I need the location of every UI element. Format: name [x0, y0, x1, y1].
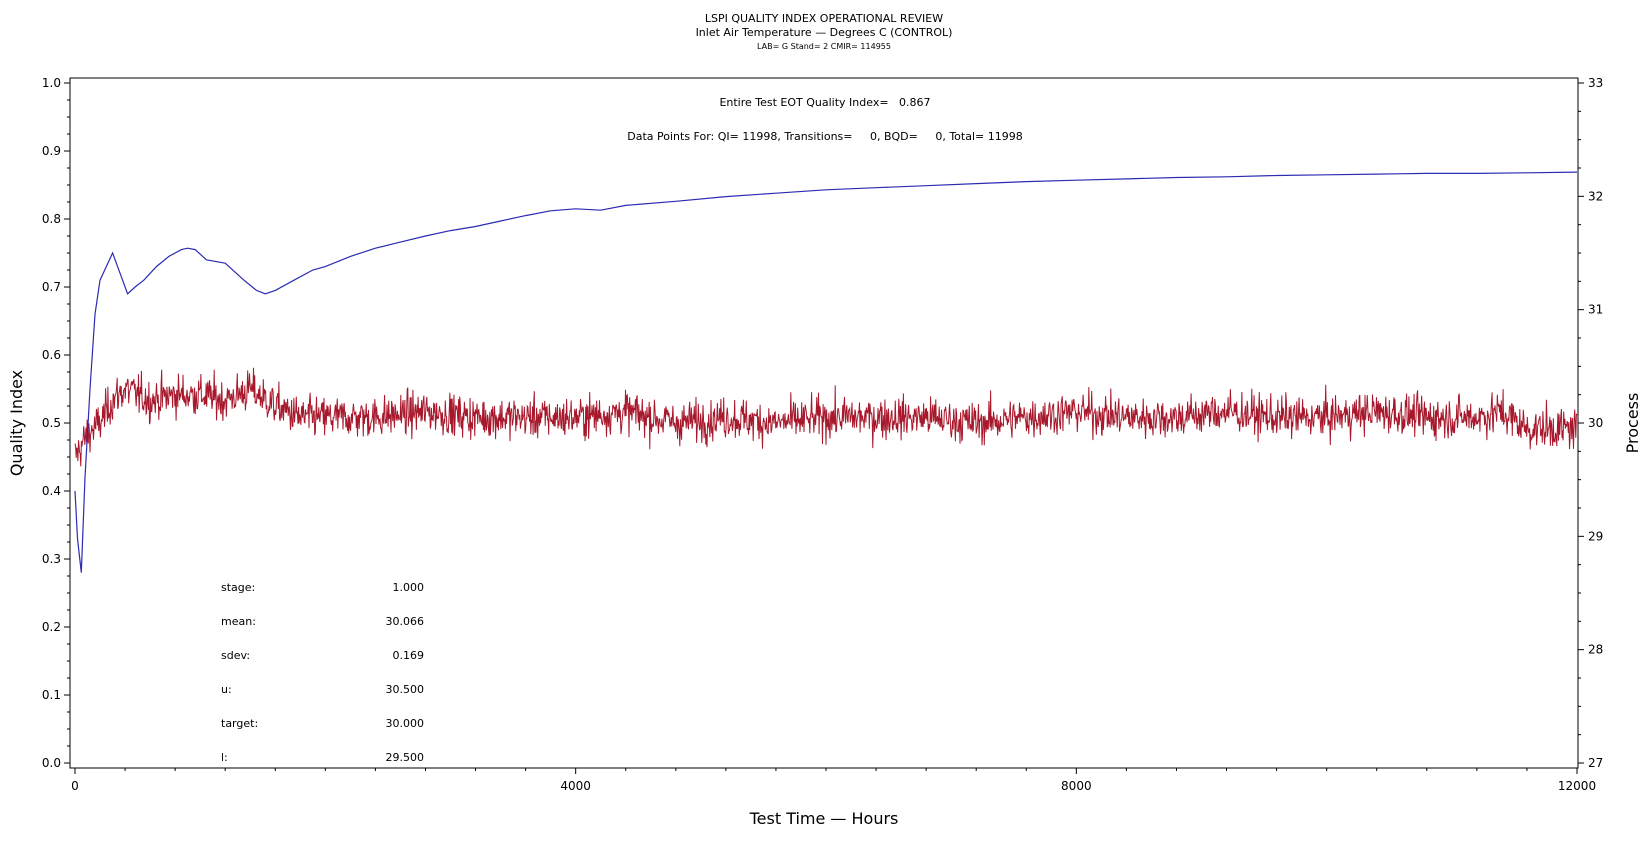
stat-label: stage: — [221, 581, 255, 594]
y-tick-label: 0.5 — [42, 416, 61, 430]
y-tick-label: 0.0 — [42, 756, 61, 770]
y2-tick-label: 28 — [1588, 643, 1603, 657]
y2-tick-label: 27 — [1588, 756, 1603, 770]
y2-tick-label: 30 — [1588, 416, 1603, 430]
quality-index-series-line — [74, 171, 1578, 573]
chart-subtitle: Inlet Air Temperature — Degrees C (CONTR… — [696, 26, 953, 39]
y2-tick-label: 33 — [1588, 76, 1603, 90]
stat-label: sdev: — [221, 649, 250, 662]
y-tick-label: 0.8 — [42, 212, 61, 226]
stat-label: mean: — [221, 615, 256, 628]
axes-layer: 0.0 0.1 0.2 0.3 0.4 0.5 0.6 0.7 0.8 0.9 1.0 27 28 29 3… — [42, 76, 1603, 793]
stat-value: 30.500 — [386, 683, 425, 696]
series-layer — [74, 171, 1578, 573]
y-tick-label: 1.0 — [42, 76, 61, 90]
x-tick-label: 12000 — [1558, 779, 1596, 793]
y2-tick-label: 31 — [1588, 303, 1603, 317]
stat-value: 30.000 — [386, 717, 425, 730]
annotation-eot-quality-index: Entire Test EOT Quality Index= 0.867 — [719, 96, 930, 109]
y-tick-label: 0.6 — [42, 348, 61, 362]
y-tick-label: 0.2 — [42, 620, 61, 634]
y-tick-label: 0.4 — [42, 484, 61, 498]
stat-value: 30.066 — [386, 615, 425, 628]
stat-label: l: — [221, 751, 228, 764]
stat-value: 29.500 — [386, 751, 425, 764]
stat-value: 1.000 — [393, 581, 425, 594]
stat-label: target: — [221, 717, 258, 730]
y-tick-label: 0.3 — [42, 552, 61, 566]
chart-subtitle-2: LAB= G Stand= 2 CMIR= 114955 — [757, 42, 891, 51]
chart-title: LSPI QUALITY INDEX OPERATIONAL REVIEW — [705, 12, 943, 25]
stats-block: stage: 1.000 mean: 30.066 sdev: 0.169 u: 30.500… — [221, 581, 424, 764]
y-axis-title: Quality Index — [7, 370, 26, 476]
y2-tick-label: 29 — [1588, 529, 1603, 543]
x-tick-label: 8000 — [1061, 779, 1092, 793]
y-tick-label: 0.1 — [42, 688, 61, 702]
x-axis-title: Test Time — Hours — [749, 809, 899, 828]
stat-value: 0.169 — [393, 649, 425, 662]
stat-label: u: — [221, 683, 232, 696]
x-tick-label: 0 — [71, 779, 79, 793]
x-tick-label: 4000 — [560, 779, 591, 793]
annotation-data-points: Data Points For: QI= 11998, Transitions=… — [627, 130, 1022, 143]
y-tick-label: 0.7 — [42, 280, 61, 294]
y2-tick-label: 32 — [1588, 189, 1603, 203]
y-tick-label: 0.9 — [42, 144, 61, 158]
y2-axis-title: Process — [1623, 393, 1642, 454]
process-series-line — [74, 367, 1578, 467]
